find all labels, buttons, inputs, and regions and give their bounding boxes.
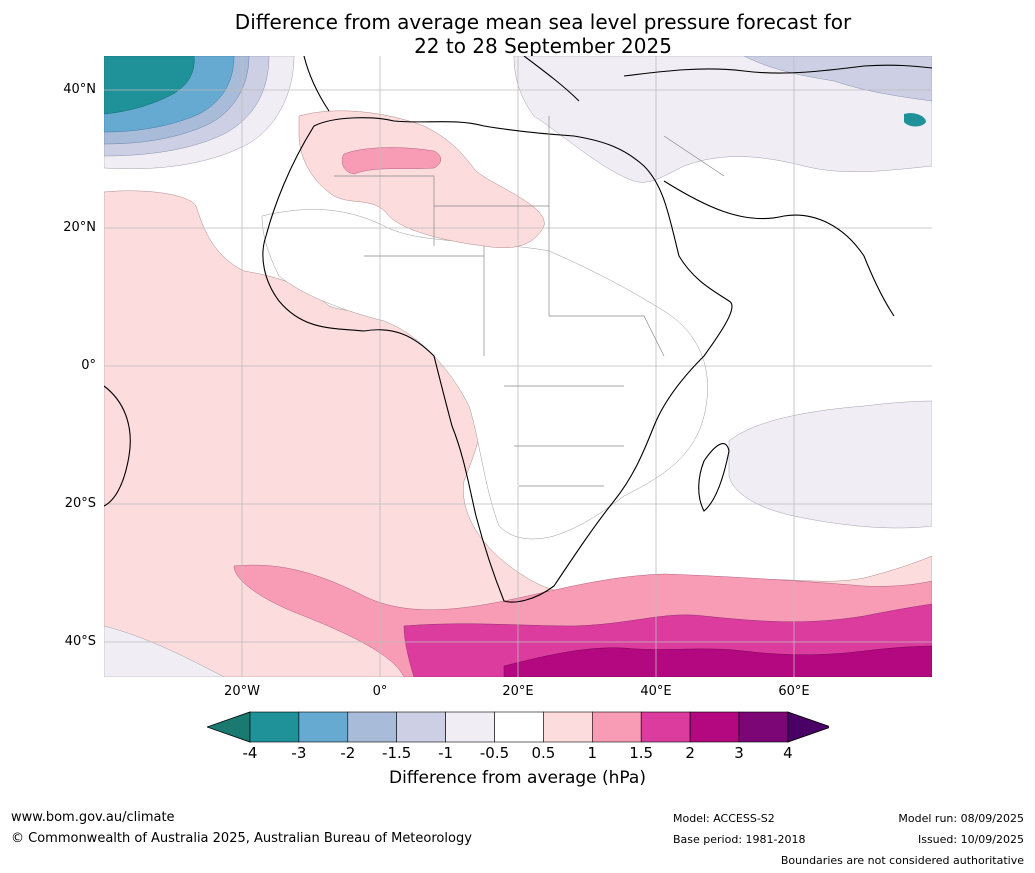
sahara-pink-anomaly — [298, 110, 545, 249]
colorbar-tick-label: 3 — [734, 744, 744, 762]
footer-model: Model: ACCESS-S2 — [673, 812, 775, 825]
colorbar-swatch — [689, 711, 740, 743]
colorbar-swatch — [640, 711, 691, 743]
footer-model-run: Model run: 08/09/2025 — [898, 812, 1024, 825]
colorbar-tick-label: -1 — [438, 744, 454, 762]
lat-label-40n: 40°N — [63, 82, 96, 97]
map-title-line-1: Difference from average mean sea level p… — [234, 10, 852, 34]
lon-label-40e: 40°E — [640, 684, 672, 699]
southern-ocean-band-3 — [503, 645, 932, 677]
graticule — [104, 56, 932, 677]
colorbar-swatch — [738, 711, 789, 743]
colorbar-swatch — [298, 711, 349, 743]
asia-negative-anomaly — [513, 56, 932, 183]
southwest-negative — [104, 625, 225, 677]
colorbar-tick-label: 1 — [587, 744, 598, 762]
colorbar-swatch — [249, 711, 300, 743]
coastlines — [104, 56, 932, 603]
footer-base-period: Base period: 1981-2018 — [673, 833, 806, 846]
colorbar-label: Difference from average (hPa) — [0, 768, 1035, 788]
colorbar-tick-label: 0.5 — [531, 744, 556, 762]
colorbar-swatch — [591, 711, 642, 743]
map-title-line-2: 22 to 28 September 2025 — [414, 34, 672, 58]
colorbar-tick-label: 2 — [685, 744, 695, 762]
colorbar-tick-label: -4 — [242, 744, 258, 762]
footer-issued: Issued: 10/09/2025 — [917, 833, 1024, 846]
colorbar-tick-label: -1.5 — [382, 744, 412, 762]
colorbar-swatch — [543, 711, 593, 743]
lat-label-20s: 20°S — [64, 496, 96, 511]
footer-disclaimer: Boundaries are not considered authoritat… — [780, 854, 1024, 867]
indian-ocean-negative — [728, 400, 932, 529]
colorbar — [207, 711, 829, 743]
colorbar-swatch — [445, 711, 495, 743]
lon-label-20w: 20°W — [224, 684, 260, 699]
lon-label-20e: 20°E — [502, 684, 534, 699]
himalaya-strong-anomaly — [904, 113, 926, 127]
colorbar-label-text: Difference from average (hPa) — [389, 768, 646, 788]
colorbar-tick-label: -0.5 — [479, 744, 510, 762]
footer-website: www.bom.gov.au/climate — [11, 810, 175, 825]
colorbar-extend-high — [787, 711, 829, 743]
lat-label-0: 0° — [81, 358, 96, 373]
lat-label-40s: 40°S — [64, 634, 96, 649]
colorbar-swatch — [347, 711, 398, 743]
sahara-strong-anomaly — [341, 147, 441, 175]
colorbar-tick-label: 1.5 — [629, 744, 654, 762]
footer-copyright: © Commonwealth of Australia 2025, Austra… — [11, 831, 472, 846]
colorbar-tick-label: -3 — [291, 744, 307, 762]
colorbar-swatch — [494, 711, 544, 743]
lon-label-0: 0° — [372, 684, 388, 699]
colorbar-tick-label: -2 — [340, 744, 356, 762]
map-svg — [104, 56, 932, 677]
lon-label-60e: 60°E — [778, 684, 810, 699]
lat-label-20n: 20°N — [63, 220, 96, 235]
colorbar-tick-label: 4 — [783, 744, 793, 762]
colorbar-swatch — [396, 711, 446, 743]
pressure-anomaly-map — [104, 56, 932, 677]
atlantic-negative-strongest — [104, 56, 195, 115]
country-borders — [334, 116, 725, 487]
colorbar-extend-low — [207, 711, 251, 743]
